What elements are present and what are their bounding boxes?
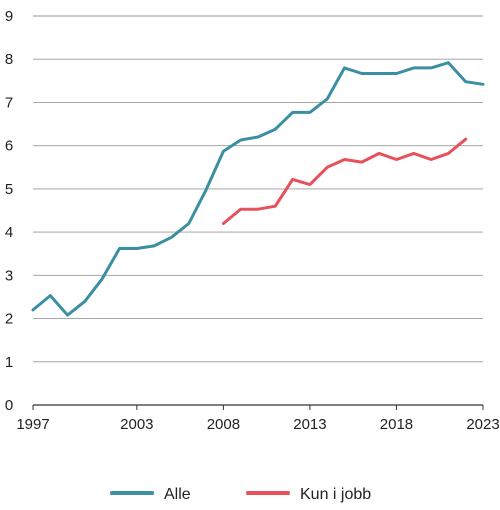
x-axis-tick-labels: 1997 2003 2008 2013 2018 2023 xyxy=(16,405,500,433)
gridlines xyxy=(33,15,483,406)
x-tick-label: 2023 xyxy=(466,416,499,433)
series-line-0 xyxy=(31,61,485,317)
y-tick-label: 5 xyxy=(5,181,13,198)
y-tick-label: 1 xyxy=(5,354,13,371)
series-lines xyxy=(31,61,485,317)
x-tick-label: 2008 xyxy=(207,416,240,433)
y-tick-label: 6 xyxy=(5,138,13,155)
legend-label-0: Alle xyxy=(164,486,191,503)
x-tick-label: 2013 xyxy=(293,416,326,433)
x-tick-label: 1997 xyxy=(16,416,49,433)
y-tick-label: 4 xyxy=(5,224,13,241)
legend-label-1: Kun i jobb xyxy=(300,486,371,503)
y-tick-label: 9 xyxy=(5,8,13,25)
y-tick-label: 2 xyxy=(5,311,13,328)
y-tick-label: 0 xyxy=(5,397,13,414)
y-tick-label: 8 xyxy=(5,51,13,68)
y-tick-label: 7 xyxy=(5,94,13,111)
y-axis-tick-labels: 0 1 2 3 4 5 6 7 8 9 xyxy=(5,8,13,414)
legend: Alle Kun i jobb xyxy=(110,486,371,503)
series-line-1 xyxy=(221,137,468,225)
y-tick-label: 3 xyxy=(5,267,13,284)
x-tick-label: 2003 xyxy=(120,416,153,433)
x-tick-label: 2018 xyxy=(380,416,413,433)
